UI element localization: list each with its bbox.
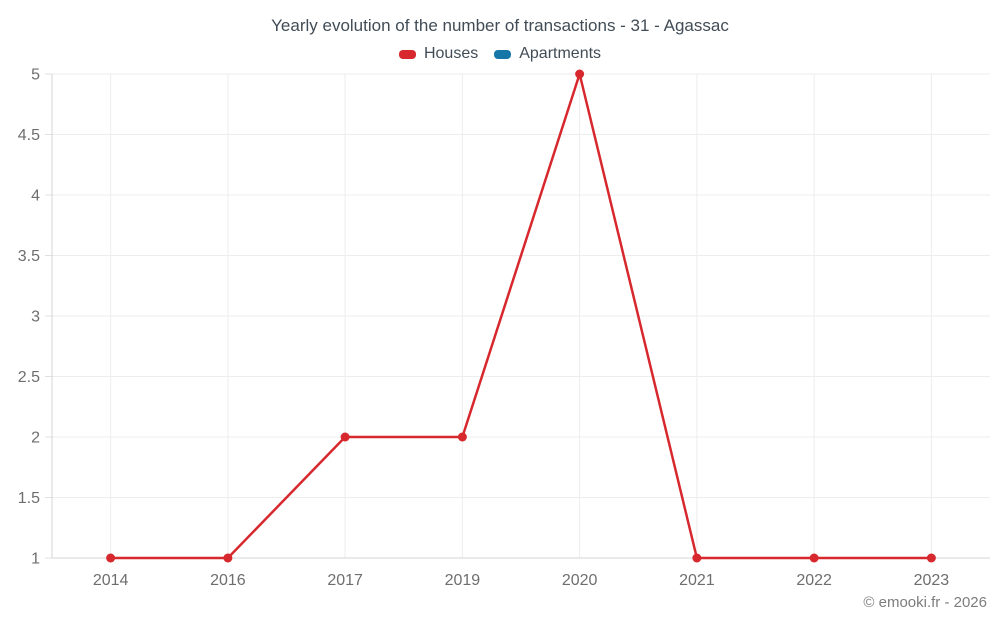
data-point-houses-2022[interactable] bbox=[809, 553, 819, 563]
legend-item-houses[interactable]: Houses bbox=[398, 45, 479, 63]
y-axis-label: 4.5 bbox=[18, 127, 40, 144]
legend-label-houses: Houses bbox=[423, 45, 479, 62]
y-axis-label: 1.5 bbox=[18, 490, 40, 507]
series-line-houses bbox=[109, 72, 933, 560]
data-point-houses-2016[interactable] bbox=[223, 553, 233, 563]
chart-title: Yearly evolution of the number of transa… bbox=[271, 16, 729, 35]
y-axis-label: 1 bbox=[31, 551, 40, 568]
x-axis-label: 2022 bbox=[796, 572, 832, 589]
x-axis-label: 2020 bbox=[562, 572, 598, 589]
legend-label-apartments: Apartments bbox=[519, 45, 602, 62]
houses-swatch-icon bbox=[398, 49, 416, 59]
y-axis-label: 5 bbox=[31, 67, 40, 84]
data-point-houses-2017[interactable] bbox=[340, 432, 350, 442]
data-point-houses-2021[interactable] bbox=[692, 553, 702, 563]
x-axis-label: 2023 bbox=[914, 572, 950, 589]
y-axis-label: 2 bbox=[31, 430, 40, 447]
chart-legend: Houses Apartments bbox=[0, 45, 1000, 63]
x-axis-label: 2016 bbox=[210, 572, 246, 589]
copyright-text: © emooki.fr - 2026 bbox=[863, 594, 987, 611]
data-point-houses-2019[interactable] bbox=[457, 432, 467, 442]
data-point-houses-2023[interactable] bbox=[926, 553, 936, 563]
x-axis-label: 2014 bbox=[93, 572, 129, 589]
x-axis-label: 2021 bbox=[679, 572, 715, 589]
x-axis-label: 2017 bbox=[327, 572, 363, 589]
data-point-houses-2020[interactable] bbox=[575, 69, 585, 79]
data-point-houses-2014[interactable] bbox=[106, 553, 116, 563]
x-axis-label: 2019 bbox=[445, 572, 481, 589]
y-axis-label: 3.5 bbox=[18, 248, 40, 265]
apartments-swatch-icon bbox=[494, 49, 512, 59]
y-axis-label: 2.5 bbox=[18, 369, 40, 386]
y-axis-label: 4 bbox=[31, 188, 40, 205]
legend-item-apartments[interactable]: Apartments bbox=[494, 45, 601, 63]
y-axis-label: 3 bbox=[31, 309, 40, 326]
